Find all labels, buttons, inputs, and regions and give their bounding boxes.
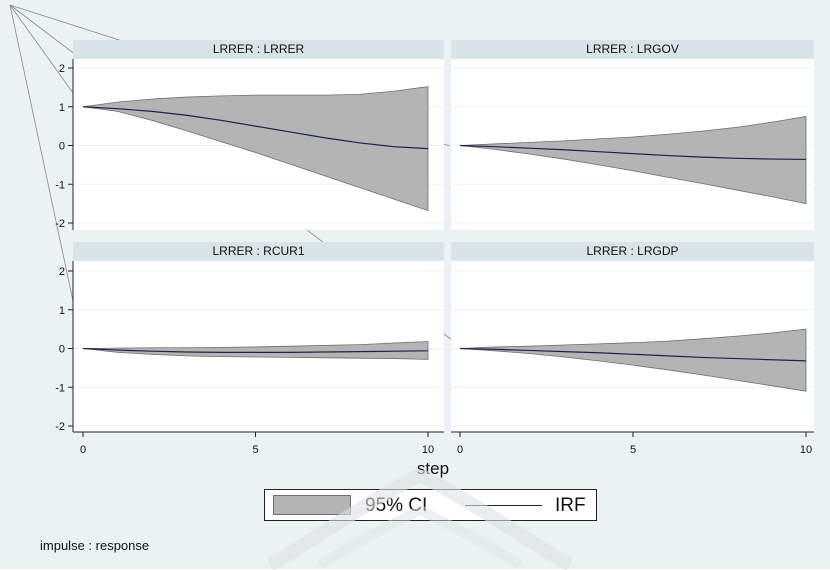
legend-ci-swatch bbox=[273, 495, 351, 515]
x-tick-label-0-1: 5 bbox=[252, 444, 258, 456]
y-tick-label-0-1: -1 bbox=[55, 179, 65, 191]
y-tick-label-0-3: 1 bbox=[59, 102, 65, 114]
irf-line-0 bbox=[82, 106, 429, 150]
y-tick-label-1-1: -1 bbox=[55, 382, 65, 394]
y-tick-label-1-0: -2 bbox=[55, 421, 65, 433]
panel-strip-3 bbox=[451, 242, 814, 261]
panel-title-3: LRRER : LRGDP bbox=[586, 244, 678, 258]
x-tick-label-1-0: 0 bbox=[457, 444, 463, 456]
y-tick-label-0-2: 0 bbox=[59, 141, 65, 153]
impulse-response-note: impulse : response bbox=[40, 538, 150, 553]
irf-line-3 bbox=[459, 347, 807, 362]
panel-strip-0 bbox=[73, 40, 444, 59]
watermark-icon bbox=[266, 470, 574, 570]
x-tick-label-1-2: 10 bbox=[800, 444, 812, 456]
connector-line-2 bbox=[9, 4, 84, 349]
y-tick-label-1-2: 0 bbox=[59, 344, 65, 356]
x-tick-label-0-0: 0 bbox=[80, 444, 86, 456]
irf-line-2 bbox=[82, 347, 429, 353]
legend-irf-label: IRF bbox=[555, 495, 586, 516]
ci-band-2 bbox=[82, 341, 429, 360]
panel-strip-1 bbox=[451, 40, 814, 59]
connector-line-3 bbox=[9, 4, 84, 108]
y-tick-label-1-3: 1 bbox=[59, 305, 65, 317]
x-tick-label-0-2: 10 bbox=[422, 444, 434, 456]
panel-title-1: LRRER : LRGOV bbox=[586, 42, 679, 56]
ci-band-3 bbox=[459, 328, 807, 392]
panel-title-0: LRRER : LRRER bbox=[213, 42, 305, 56]
x-tick-label-1-1: 5 bbox=[630, 444, 636, 456]
ci-band-1 bbox=[459, 115, 807, 205]
y-tick-label-0-0: -2 bbox=[55, 218, 65, 230]
irf-line-1 bbox=[459, 144, 807, 161]
panel-strip-2 bbox=[73, 242, 444, 261]
legend-irf-line bbox=[465, 505, 542, 506]
y-tick-label-0-4: 2 bbox=[59, 63, 65, 75]
panel-title-2: LRRER : RCUR1 bbox=[212, 244, 304, 258]
y-tick-label-1-4: 2 bbox=[59, 266, 65, 278]
